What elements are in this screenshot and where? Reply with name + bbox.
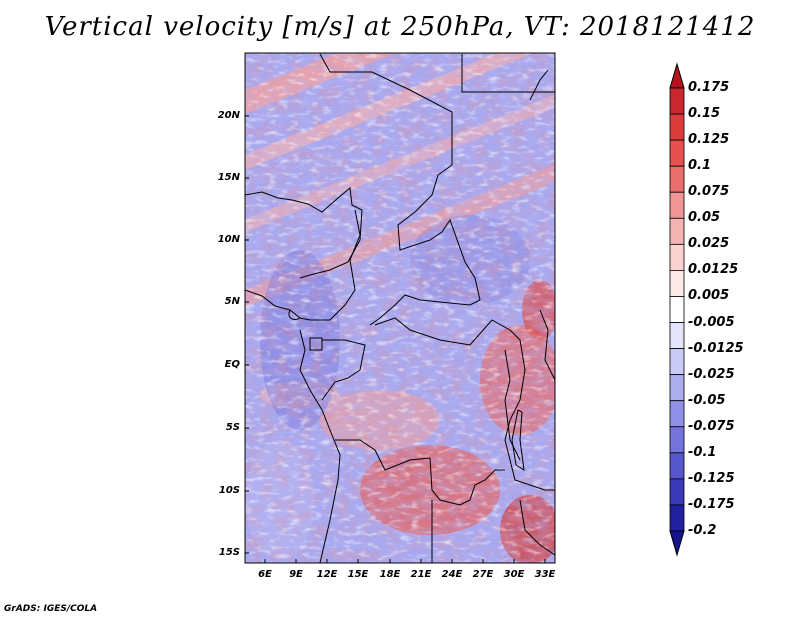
- colorbar-segment: [669, 87, 685, 115]
- axis-ticks: [245, 115, 546, 563]
- colorbar-min-arrow: [669, 530, 685, 557]
- colorbar-tick-label: -0.0125: [688, 340, 744, 356]
- colorbar-tick-label: 0.05: [688, 210, 721, 226]
- colorbar-segment: [669, 504, 685, 532]
- colorbar-tick-label: -0.025: [688, 366, 735, 382]
- colorbar-tick-label: 0.125: [688, 132, 730, 148]
- colorbar-segment: [669, 400, 685, 428]
- lon-label: 24E: [441, 569, 463, 580]
- lon-label: 9E: [289, 569, 303, 580]
- colorbar-segment: [669, 139, 685, 167]
- lat-label: 10N: [217, 234, 240, 245]
- country-borders: [245, 53, 555, 563]
- colorbar-tick-label: -0.2: [688, 523, 717, 538]
- map-title: Vertical velocity [m/s] at 250hPa, VT: 2…: [44, 12, 756, 42]
- map-frame: [244, 52, 556, 564]
- colorbar-tick-label: 0.1: [688, 158, 712, 174]
- colorbar-tick-label: -0.05: [688, 392, 726, 408]
- colorbar-tick-label: -0.125: [688, 470, 735, 486]
- colorbar-segment: [669, 426, 685, 454]
- lat-label: 5N: [224, 296, 240, 307]
- footer-credit: GrADS: IGES/COLA: [4, 604, 98, 614]
- colorbar-tick-label: -0.005: [688, 314, 735, 330]
- colorbar-segment: [669, 243, 685, 271]
- colorbar-tick-label: -0.075: [688, 418, 735, 434]
- lon-label: 15E: [347, 569, 369, 580]
- lat-label: 5S: [225, 422, 240, 433]
- lon-label: 6E: [258, 569, 272, 580]
- lon-label: 30E: [503, 569, 525, 580]
- lat-label: 15S: [218, 547, 240, 558]
- colorbar-segment: [669, 165, 685, 193]
- colorbar-segment: [669, 217, 685, 245]
- lat-label: EQ: [224, 359, 240, 370]
- lon-label: 18E: [379, 569, 401, 580]
- colorbar-segment: [669, 452, 685, 480]
- lon-label: 33E: [534, 569, 556, 580]
- lat-label: 15N: [217, 172, 240, 183]
- colorbar-segment: [669, 374, 685, 402]
- colorbar-segment: [669, 478, 685, 506]
- colorbar-tick-label: -0.1: [688, 444, 717, 460]
- colorbar-segment: [669, 348, 685, 376]
- colorbar-segment: [669, 191, 685, 219]
- colorbar: [669, 62, 685, 557]
- colorbar-tick-label: 0.005: [688, 288, 730, 304]
- colorbar-tick-label: 0.025: [688, 236, 730, 252]
- colorbar-segment: [669, 113, 685, 141]
- lon-label: 12E: [316, 569, 338, 580]
- colorbar-tick-label: 0.075: [688, 184, 730, 200]
- lon-label: 21E: [410, 569, 432, 580]
- colorbar-segment: [669, 270, 685, 297]
- colorbar-tick-label: 0.0125: [688, 262, 739, 278]
- colorbar-tick-label: -0.175: [688, 496, 735, 512]
- lat-label: 20N: [217, 110, 240, 121]
- lat-label: 10S: [218, 485, 240, 496]
- colorbar-segment: [669, 296, 685, 323]
- vertical-velocity-field: [245, 53, 555, 563]
- colorbar-tick-label: 0.15: [688, 106, 721, 122]
- colorbar-segment: [669, 322, 685, 349]
- lon-label: 27E: [472, 569, 494, 580]
- colorbar-max-arrow: [669, 62, 685, 89]
- colorbar-tick-label: 0.175: [688, 80, 730, 95]
